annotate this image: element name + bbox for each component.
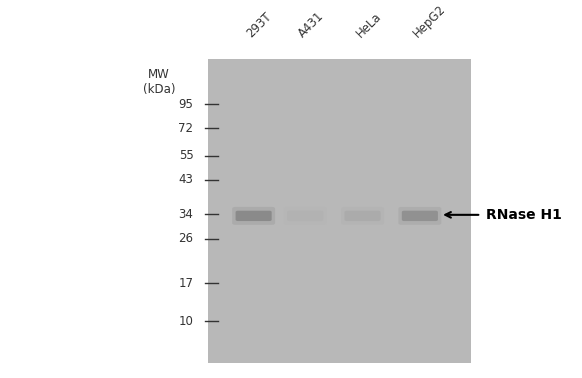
FancyBboxPatch shape xyxy=(232,207,275,225)
Text: MW
(kDa): MW (kDa) xyxy=(143,68,175,96)
Text: RNase H1: RNase H1 xyxy=(486,208,562,222)
FancyBboxPatch shape xyxy=(398,207,441,225)
Text: 293T: 293T xyxy=(244,10,275,40)
FancyBboxPatch shape xyxy=(287,211,323,221)
Text: 34: 34 xyxy=(179,208,193,221)
FancyBboxPatch shape xyxy=(283,207,327,225)
Text: 26: 26 xyxy=(179,232,193,245)
FancyBboxPatch shape xyxy=(208,59,471,363)
FancyBboxPatch shape xyxy=(402,211,438,221)
Text: A431: A431 xyxy=(296,9,327,40)
Text: 72: 72 xyxy=(179,122,193,135)
Text: HeLa: HeLa xyxy=(353,10,384,40)
Text: 17: 17 xyxy=(179,277,193,290)
Text: HepG2: HepG2 xyxy=(411,3,448,40)
FancyBboxPatch shape xyxy=(341,207,384,225)
FancyBboxPatch shape xyxy=(345,211,381,221)
Text: 10: 10 xyxy=(179,315,193,328)
FancyBboxPatch shape xyxy=(236,211,272,221)
Text: 95: 95 xyxy=(179,98,193,111)
Text: 43: 43 xyxy=(179,174,193,186)
Text: 55: 55 xyxy=(179,149,193,163)
